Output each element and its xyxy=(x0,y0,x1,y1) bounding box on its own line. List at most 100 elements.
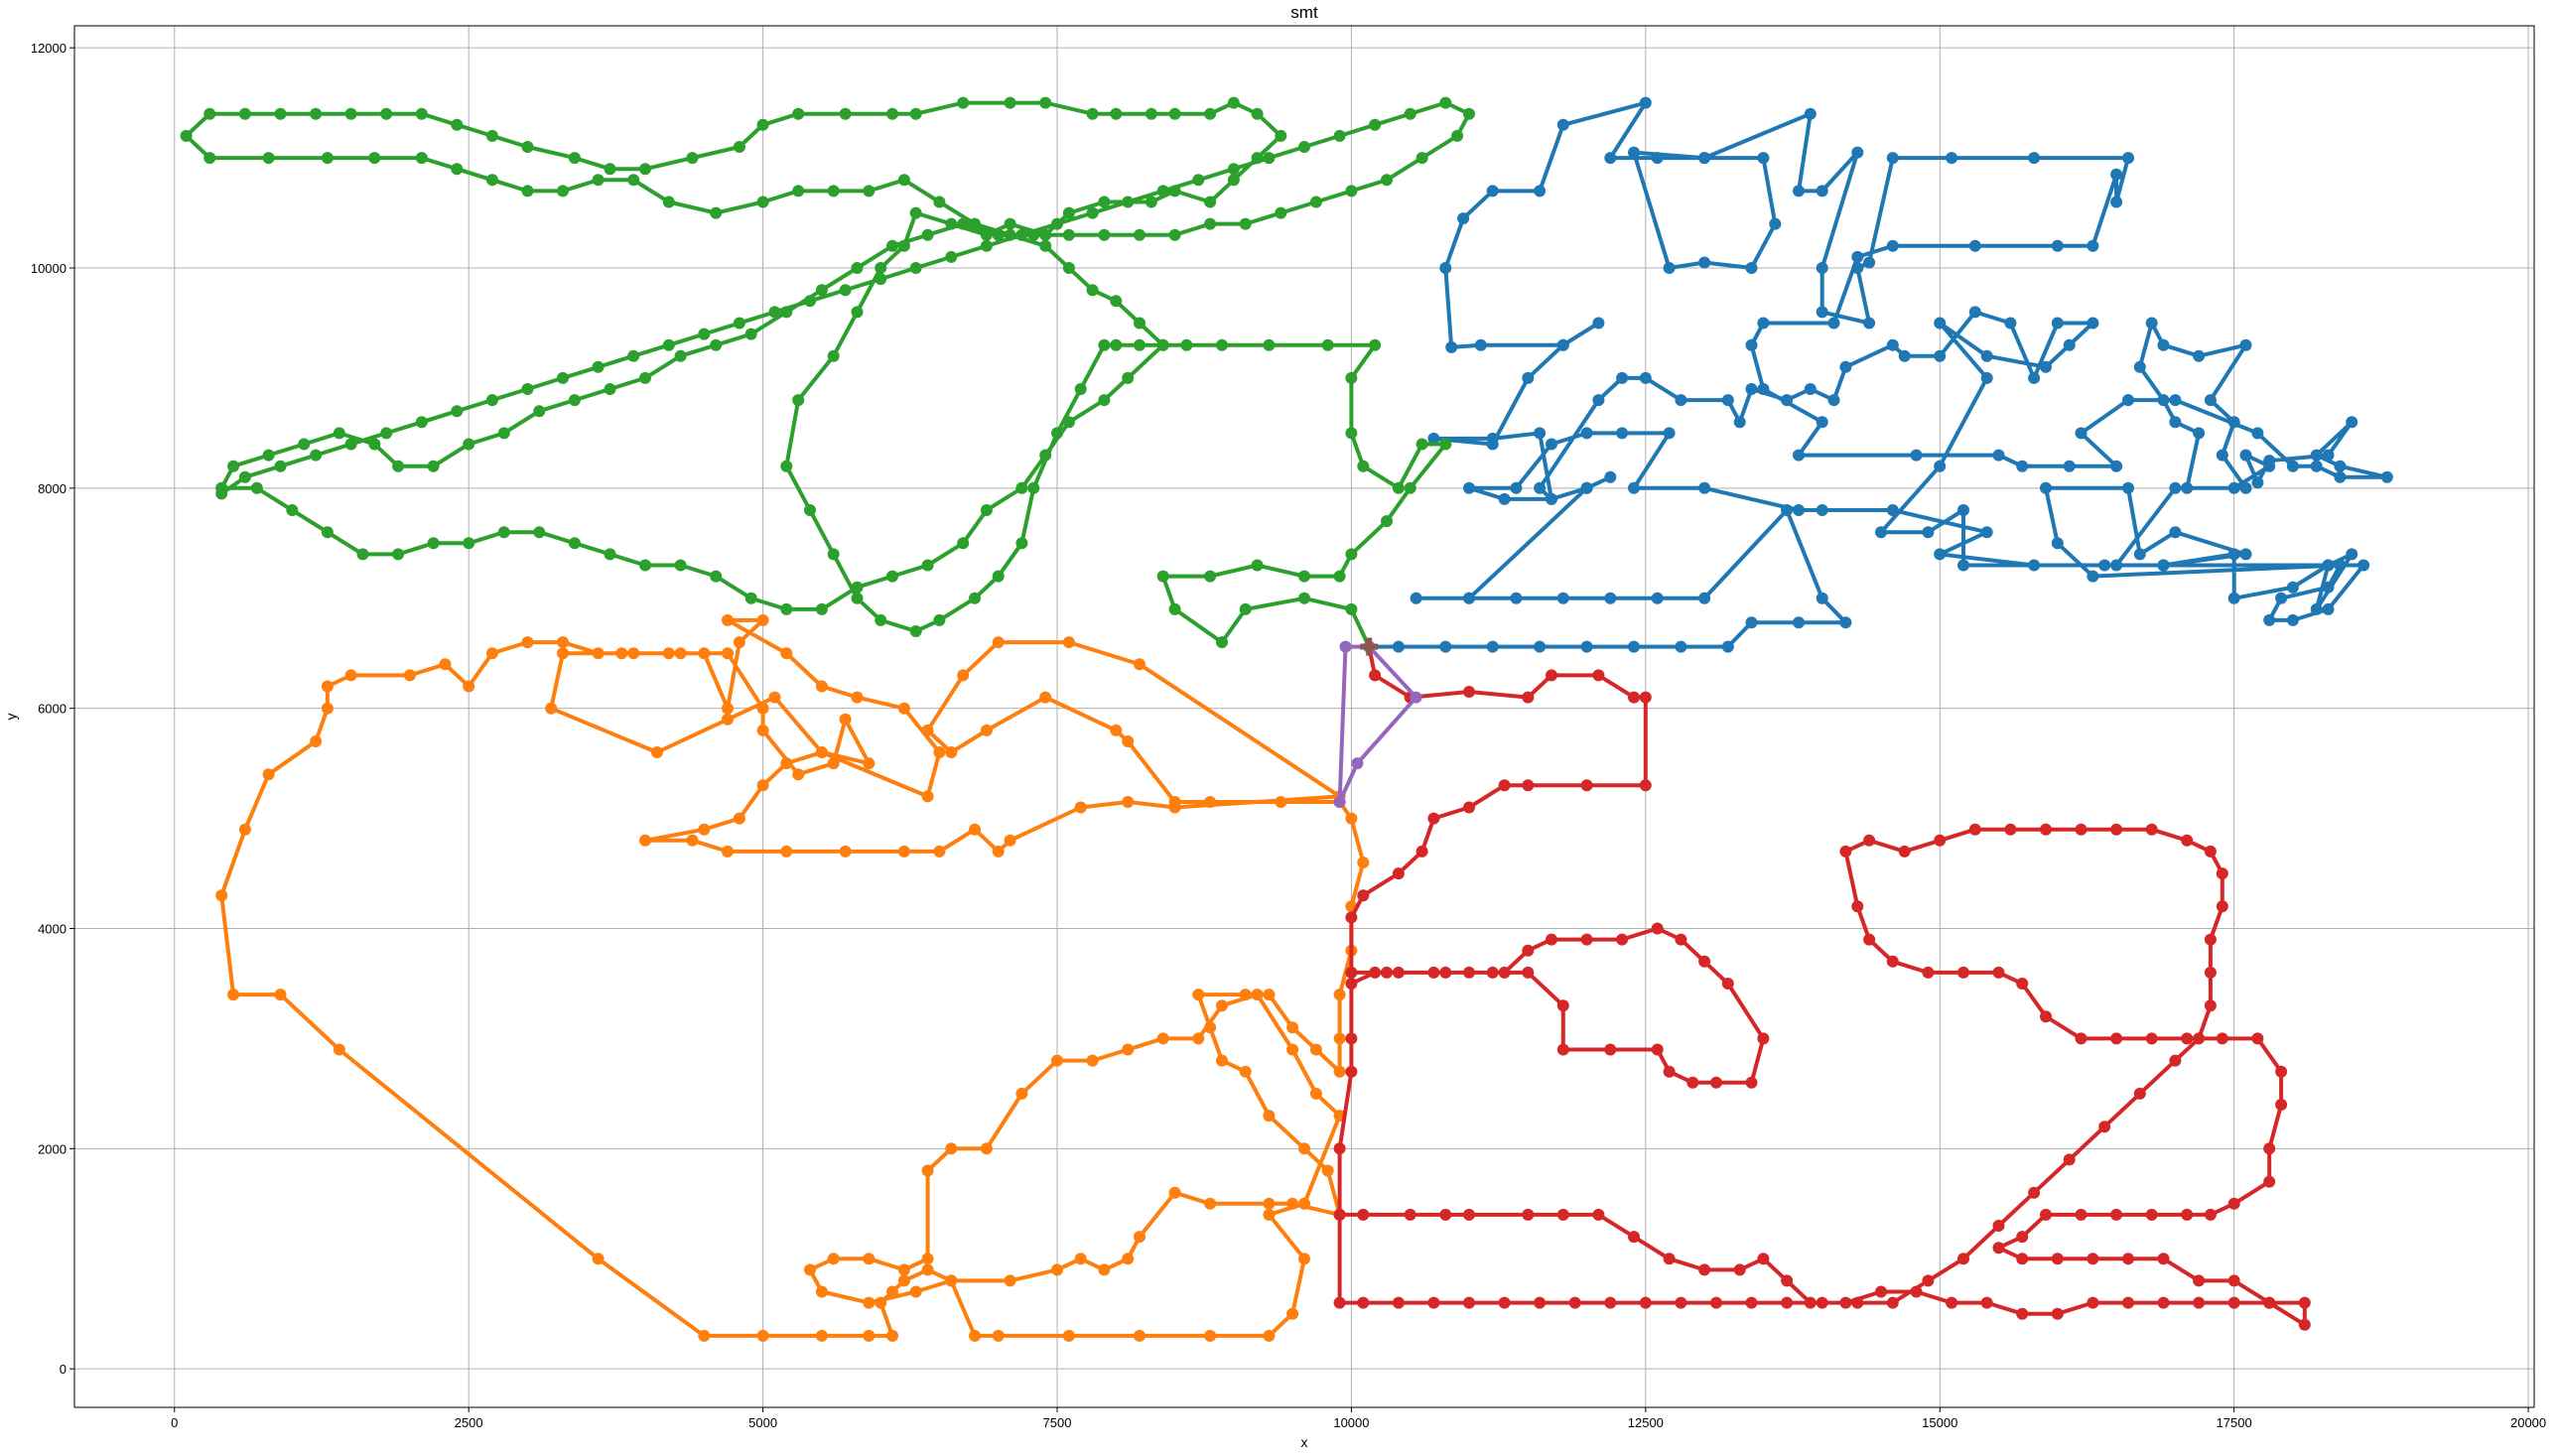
data-point xyxy=(1628,146,1640,159)
data-point xyxy=(1134,228,1145,241)
data-point xyxy=(1616,427,1629,440)
data-point xyxy=(1816,592,1828,604)
data-point xyxy=(485,129,498,142)
data-point xyxy=(1309,196,1322,208)
data-point xyxy=(1251,152,1264,165)
data-point xyxy=(886,1329,898,1342)
data-point xyxy=(1039,228,1052,241)
data-point xyxy=(639,371,651,384)
data-point xyxy=(1486,438,1499,451)
data-point xyxy=(1886,152,1899,165)
data-point xyxy=(592,647,605,660)
data-point xyxy=(2322,602,2335,615)
data-point xyxy=(1298,570,1310,583)
data-point xyxy=(1134,1329,1145,1342)
data-point xyxy=(451,118,464,131)
data-point xyxy=(1439,96,1452,109)
data-point xyxy=(839,845,852,858)
data-point xyxy=(2263,460,2276,472)
data-point xyxy=(1886,955,1899,968)
data-point xyxy=(497,427,510,440)
data-point xyxy=(921,1263,934,1276)
data-point xyxy=(1580,640,1593,653)
data-point xyxy=(1486,640,1499,653)
data-point xyxy=(969,592,981,604)
data-point xyxy=(1992,1242,2005,1255)
data-point xyxy=(1675,394,1687,407)
data-point xyxy=(1816,262,1828,274)
data-point xyxy=(744,328,757,340)
data-point xyxy=(1263,338,1276,351)
data-point xyxy=(1934,349,1947,362)
data-point xyxy=(2239,449,2252,462)
data-point xyxy=(1886,239,1899,252)
data-point xyxy=(1333,989,1346,1001)
depot-marker-vertical xyxy=(1366,637,1373,656)
data-point xyxy=(2275,1099,2288,1111)
data-point xyxy=(2169,416,2182,429)
data-point xyxy=(1216,338,1228,351)
data-point xyxy=(1251,107,1264,120)
data-point xyxy=(533,526,546,539)
data-point xyxy=(1004,1274,1016,1287)
data-point xyxy=(1463,592,1475,604)
data-point xyxy=(2016,460,2029,472)
data-point xyxy=(1628,691,1640,704)
data-point xyxy=(851,581,864,594)
data-point xyxy=(710,206,723,219)
data-point xyxy=(1639,779,1652,792)
data-point xyxy=(1522,966,1535,979)
data-point xyxy=(250,481,263,494)
data-point xyxy=(1415,152,1428,165)
data-point xyxy=(521,383,534,395)
data-point xyxy=(1263,1197,1276,1210)
data-point xyxy=(722,845,734,858)
data-point xyxy=(627,174,640,187)
data-point xyxy=(439,658,452,671)
x-tick-label: 0 xyxy=(171,1415,178,1430)
data-point xyxy=(521,636,534,649)
data-point xyxy=(639,834,651,847)
data-point xyxy=(863,757,876,770)
data-point xyxy=(1098,338,1111,351)
data-point xyxy=(2227,1274,2240,1287)
data-point xyxy=(2204,1208,2217,1221)
data-point xyxy=(1062,262,1075,274)
data-point xyxy=(1546,492,1557,505)
data-point xyxy=(1074,383,1087,395)
data-point xyxy=(1957,504,1969,516)
data-point xyxy=(2263,1296,2276,1309)
data-point xyxy=(2063,1153,2076,1166)
data-point xyxy=(780,306,793,319)
data-point xyxy=(980,1142,993,1155)
data-point xyxy=(2075,823,2088,836)
data-point xyxy=(1134,1231,1145,1244)
data-point xyxy=(1098,394,1111,407)
data-point xyxy=(2227,416,2240,429)
data-point xyxy=(180,129,193,142)
data-point xyxy=(1298,1142,1310,1155)
data-point xyxy=(368,152,381,165)
data-point xyxy=(2028,152,2041,165)
data-point xyxy=(2110,460,2123,472)
data-point xyxy=(1675,640,1687,653)
data-point xyxy=(2040,823,2052,836)
data-point xyxy=(310,449,323,462)
data-point xyxy=(2133,548,2146,561)
data-point xyxy=(2275,592,2288,604)
data-point xyxy=(1745,262,1758,274)
data-point xyxy=(1498,1296,1511,1309)
data-point xyxy=(945,217,958,230)
data-point xyxy=(1534,427,1547,440)
data-point xyxy=(1957,966,1969,979)
data-point xyxy=(945,250,958,263)
data-point xyxy=(1239,217,1252,230)
data-point xyxy=(1875,526,1887,539)
data-point xyxy=(2075,1032,2088,1045)
x-axis-label: x xyxy=(1301,1434,1308,1450)
data-point xyxy=(274,460,287,472)
data-point xyxy=(1410,592,1422,604)
data-point xyxy=(1427,432,1440,445)
data-point xyxy=(463,680,475,693)
data-point xyxy=(909,625,922,637)
